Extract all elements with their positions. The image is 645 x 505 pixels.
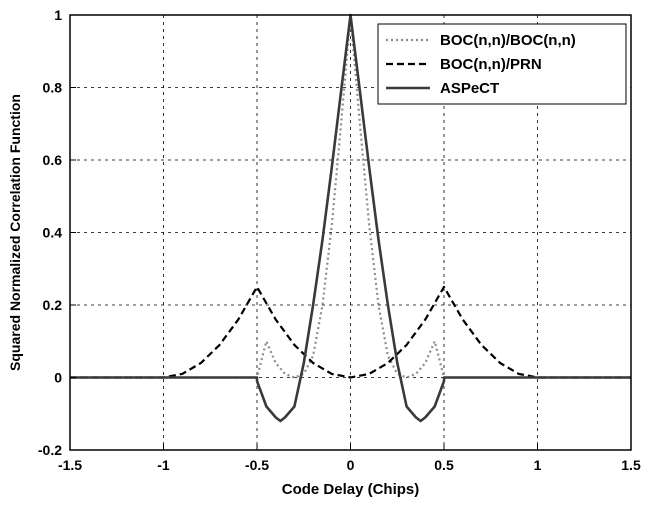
y-tick-label: 0.8 [43, 80, 63, 96]
x-tick-label: -1.5 [58, 457, 82, 473]
y-axis-label: Squared Normalized Correlation Function [7, 94, 23, 371]
legend-label: ASPeCT [440, 80, 499, 97]
x-tick-label: 0.5 [434, 457, 454, 473]
x-tick-label: 1 [534, 457, 542, 473]
axis-ticks: -1.5 -1 -0.5 0 0.5 1 1.5 -0.2 0 0.2 0.4 0.6 0.8 1 [38, 7, 641, 473]
x-tick-label: -0.5 [245, 457, 269, 473]
y-tick-label: 0.4 [43, 225, 63, 241]
y-tick-label: 0 [54, 370, 62, 386]
x-axis-label: Code Delay (Chips) [282, 481, 420, 498]
x-tick-label: -1 [157, 457, 170, 473]
y-tick-label: 0.2 [43, 297, 63, 313]
series-line-1 [70, 285, 631, 379]
legend: BOC(n,n)/BOC(n,n) BOC(n,n)/PRN ASPeCT [377, 23, 627, 105]
y-tick-label: 0.6 [43, 152, 63, 168]
x-tick-label: 0 [347, 457, 355, 473]
y-tick-label: -0.2 [38, 442, 62, 458]
x-tick-label: 1.5 [621, 457, 641, 473]
y-tick-label: 1 [54, 7, 62, 23]
legend-label: BOC(n,n)/BOC(n,n) [440, 32, 576, 49]
legend-label: BOC(n,n)/PRN [440, 56, 542, 73]
